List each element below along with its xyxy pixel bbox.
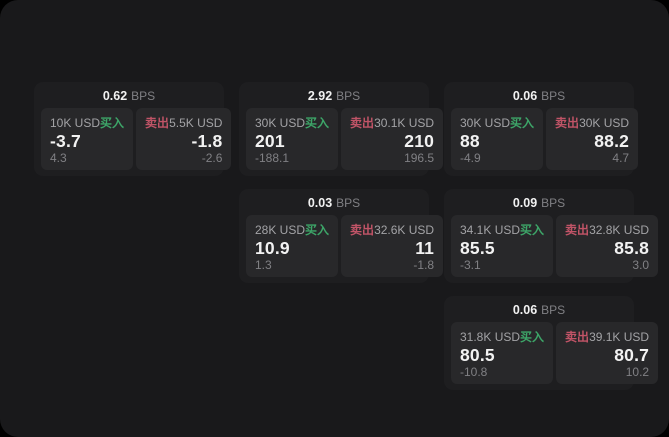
bps-header: 0.09 BPS (451, 194, 627, 212)
buy-button[interactable]: 买入 (305, 116, 330, 130)
buy-size: 30K USD (460, 116, 511, 130)
quote-panels: 30K USD 买入 88 -4.9 卖出 30K USD 88.2 4.7 (451, 108, 639, 170)
buy-delta: -10.8 (460, 365, 488, 379)
sell-size: 30K USD (579, 116, 630, 130)
quote-card: 0.09 BPS 34.1K USD 买入 85.5 -3.1 卖出 32.8K … (444, 189, 659, 283)
bps-value: 0.03 (307, 196, 333, 210)
buy-button[interactable]: 买入 (520, 223, 545, 237)
buy-price: -3.7 (50, 131, 81, 151)
bps-value: 0.62 (102, 89, 128, 103)
buy-delta: 1.3 (255, 258, 272, 272)
quote-panels: 28K USD 买入 10.9 1.3 卖出 32.6K USD 11 -1.8 (246, 215, 444, 277)
sell-delta: 3.0 (632, 258, 650, 272)
sell-price: 210 (404, 131, 435, 151)
sell-size: 39.1K USD (589, 330, 650, 344)
buy-panel[interactable]: 10K USD 买入 -3.7 4.3 (41, 108, 134, 170)
sell-price: 11 (415, 238, 435, 258)
buy-panel[interactable]: 31.8K USD 买入 80.5 -10.8 (451, 322, 554, 384)
bps-header: 2.92 BPS (246, 87, 422, 105)
sell-button[interactable]: 卖出 (565, 330, 590, 344)
sell-button[interactable]: 卖出 (350, 223, 375, 237)
sell-delta: 10.2 (625, 365, 650, 379)
sell-panel[interactable]: 卖出 39.1K USD 80.7 10.2 (556, 322, 659, 384)
buy-price: 88 (460, 131, 480, 151)
bps-unit: BPS (541, 303, 566, 317)
sell-delta: 196.5 (404, 151, 435, 165)
bps-header: 0.06 BPS (451, 87, 627, 105)
sell-price: 88.2 (594, 131, 630, 151)
sell-panel[interactable]: 卖出 32.6K USD 11 -1.8 (341, 215, 444, 277)
buy-size: 31.8K USD (460, 330, 521, 344)
bps-value: 0.06 (512, 303, 538, 317)
buy-price: 10.9 (255, 238, 290, 258)
sell-price: -1.8 (191, 131, 223, 151)
sell-button[interactable]: 卖出 (350, 116, 375, 130)
quote-panels: 30K USD 买入 201 -188.1 卖出 30.1K USD 210 1… (246, 108, 444, 170)
sell-button[interactable]: 卖出 (555, 116, 580, 130)
buy-panel[interactable]: 30K USD 买入 88 -4.9 (451, 108, 544, 170)
sell-delta: 4.7 (612, 151, 630, 165)
bps-header: 0.62 BPS (41, 87, 217, 105)
buy-delta: 4.3 (50, 151, 67, 165)
buy-button[interactable]: 买入 (520, 330, 545, 344)
buy-delta: -3.1 (460, 258, 481, 272)
buy-size: 10K USD (50, 116, 101, 130)
bps-unit: BPS (336, 89, 361, 103)
buy-delta: -188.1 (255, 151, 290, 165)
sell-size: 30.1K USD (374, 116, 435, 130)
buy-button[interactable]: 买入 (510, 116, 535, 130)
quote-card: 0.03 BPS 28K USD 买入 10.9 1.3 卖出 32.6K USD (239, 189, 444, 283)
quote-card: 0.06 BPS 30K USD 买入 88 -4.9 卖出 30K USD (444, 82, 639, 176)
sell-price: 85.8 (614, 238, 650, 258)
bps-unit: BPS (336, 196, 361, 210)
quote-card: 2.92 BPS 30K USD 买入 201 -188.1 卖出 30.1K U… (239, 82, 444, 176)
sell-button[interactable]: 卖出 (565, 223, 590, 237)
buy-price: 80.5 (460, 345, 495, 365)
bps-value: 0.06 (512, 89, 538, 103)
sell-price: 80.7 (614, 345, 650, 365)
sell-panel[interactable]: 卖出 30.1K USD 210 196.5 (341, 108, 444, 170)
sell-delta: -2.6 (201, 151, 223, 165)
quote-grid: 0.62 BPS 10K USD 买入 -3.7 4.3 卖出 5.5K USD (34, 82, 659, 390)
quote-panels: 31.8K USD 买入 80.5 -10.8 卖出 39.1K USD 80.… (451, 322, 659, 384)
sell-delta: -1.8 (413, 258, 435, 272)
sell-panel[interactable]: 卖出 32.8K USD 85.8 3.0 (556, 215, 659, 277)
buy-size: 34.1K USD (460, 223, 521, 237)
buy-panel[interactable]: 34.1K USD 买入 85.5 -3.1 (451, 215, 554, 277)
buy-button[interactable]: 买入 (305, 223, 330, 237)
quote-panels: 34.1K USD 买入 85.5 -3.1 卖出 32.8K USD 85.8… (451, 215, 659, 277)
bps-header: 0.03 BPS (246, 194, 422, 212)
buy-delta: -4.9 (460, 151, 481, 165)
bps-unit: BPS (541, 89, 566, 103)
quote-card: 0.62 BPS 10K USD 买入 -3.7 4.3 卖出 5.5K USD (34, 82, 232, 176)
quote-card: 0.06 BPS 31.8K USD 买入 80.5 -10.8 卖出 39.1K… (444, 296, 659, 390)
sell-panel[interactable]: 卖出 5.5K USD -1.8 -2.6 (136, 108, 232, 170)
buy-panel[interactable]: 30K USD 买入 201 -188.1 (246, 108, 339, 170)
quote-panels: 10K USD 买入 -3.7 4.3 卖出 5.5K USD -1.8 -2.… (41, 108, 232, 170)
bps-unit: BPS (131, 89, 156, 103)
sell-size: 32.6K USD (374, 223, 435, 237)
buy-button[interactable]: 买入 (100, 116, 125, 130)
bps-value: 0.09 (512, 196, 538, 210)
bps-value: 2.92 (307, 89, 333, 103)
sell-button[interactable]: 卖出 (145, 116, 170, 130)
buy-price: 201 (255, 131, 285, 151)
bps-header: 0.06 BPS (451, 301, 627, 319)
buy-panel[interactable]: 28K USD 买入 10.9 1.3 (246, 215, 339, 277)
buy-size: 28K USD (255, 223, 306, 237)
buy-price: 85.5 (460, 238, 495, 258)
bps-unit: BPS (541, 196, 566, 210)
buy-size: 30K USD (255, 116, 306, 130)
sell-panel[interactable]: 卖出 30K USD 88.2 4.7 (546, 108, 639, 170)
sell-size: 32.8K USD (589, 223, 650, 237)
sell-size: 5.5K USD (169, 116, 223, 130)
